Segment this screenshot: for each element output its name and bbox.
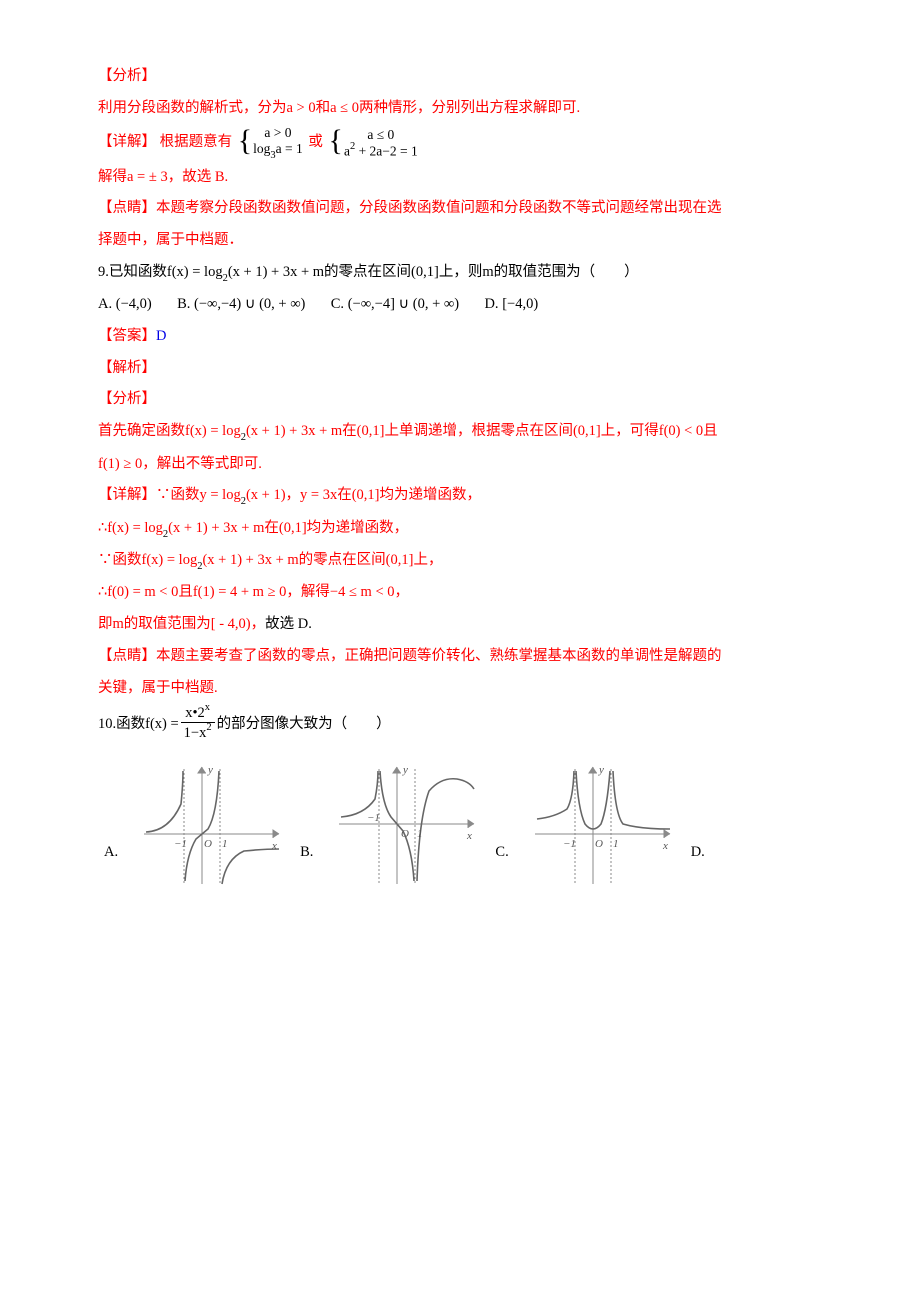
q9-d1a: ∵函数y = log bbox=[156, 487, 241, 503]
q9-optD: [−4,0) bbox=[502, 296, 538, 312]
q9-optD-label: D. bbox=[484, 296, 502, 312]
q8-solve-line: 解得a = ± 3，故选 B. bbox=[98, 163, 822, 193]
axis-pos1-label: 1 bbox=[613, 838, 619, 850]
q10-optD-label: D. bbox=[691, 838, 705, 868]
q8-case2-l2: a2 + 2a−2 = 1 bbox=[344, 142, 418, 159]
q9-a1b: (x + 1) + 3x + m在(0,1]上单调递增，根据零点在区间(0,1]… bbox=[246, 423, 718, 439]
q8-case1-l2: log3a = 1 bbox=[253, 141, 303, 161]
section-tag-detail-q8: 【详解】 bbox=[98, 134, 156, 150]
q10-stem-post: 的部分图像大致为（ ） bbox=[217, 710, 391, 740]
axis-origin-label: O bbox=[595, 838, 603, 850]
q10-thumb-C: −1 O 1 x y bbox=[525, 759, 675, 889]
q8-case1-l1: a > 0 bbox=[253, 125, 303, 141]
q8-detail-lead: 根据题意有 bbox=[160, 134, 233, 150]
axis-y-label: y bbox=[207, 764, 213, 776]
axis-y-label: y bbox=[402, 764, 408, 776]
section-tag-detail-q9: 【详解】 bbox=[98, 487, 156, 503]
q9-d5a: 即m的取值范围为[ - 4,0)， bbox=[98, 616, 265, 632]
q9-d1b: (x + 1)，y = 3x在(0,1]均为递增函数， bbox=[246, 487, 481, 503]
axis-x-label: x bbox=[466, 830, 472, 842]
q9-detail-3: ∵函数f(x) = log2(x + 1) + 3x + m的零点在区间(0,1… bbox=[98, 546, 822, 576]
axis-x-label: x bbox=[271, 840, 277, 852]
section-tag-insight-q9: 【点睛】 bbox=[98, 648, 156, 664]
axis-neg1-label: −1 bbox=[367, 812, 380, 824]
q8-analysis-text: 利用分段函数的解析式，分为a > 0和a ≤ 0两种情形，分别列出方程求解即可. bbox=[98, 94, 822, 124]
q9-optB-label: B. bbox=[177, 296, 194, 312]
q10-optC-label: C. bbox=[495, 838, 508, 868]
q9-d2b: (x + 1) + 3x + m在(0,1]均为递增函数， bbox=[168, 520, 408, 536]
axis-pos1-label: 1 bbox=[222, 838, 228, 850]
q10-optA-label: A. bbox=[104, 838, 118, 868]
axis-pos1-label: 1 bbox=[417, 828, 423, 840]
q9-d2a: ∴f(x) = log bbox=[98, 520, 163, 536]
axis-y-label: y bbox=[598, 764, 604, 776]
section-tag-parse-q9: 【解析】 bbox=[98, 354, 822, 384]
axis-origin-label: O bbox=[204, 838, 212, 850]
q8-case2-l1: a ≤ 0 bbox=[344, 127, 418, 143]
q9-stem-1: 已知函数f(x) = log bbox=[109, 264, 223, 280]
q9-d3b: (x + 1) + 3x + m的零点在区间(0,1]上， bbox=[202, 552, 442, 568]
brace-left-icon: { bbox=[329, 126, 343, 156]
q10-stem-pre: 函数f(x) = bbox=[116, 710, 179, 740]
q8-case1-group: { a > 0 log3a = 1 bbox=[238, 125, 303, 160]
section-tag-insight-q8: 【点睛】 bbox=[98, 200, 156, 216]
brace-left-icon: { bbox=[238, 126, 252, 156]
q9-optC: (−∞,−4] ∪ (0, + ∞) bbox=[348, 296, 459, 312]
q9-stem: 9.已知函数f(x) = log2(x + 1) + 3x + m的零点在区间(… bbox=[98, 258, 822, 288]
q9-detail-1: 【详解】∵函数y = log2(x + 1)，y = 3x在(0,1]均为递增函… bbox=[98, 481, 822, 511]
q8-insight-l2: 择题中，属于中档题． bbox=[98, 226, 822, 256]
q9-insight-1: 【点睛】本题主要考查了函数的零点，正确把问题等价转化、熟练掌握基本函数的单调性是… bbox=[98, 642, 822, 672]
q10-frac-den: 1−x2 bbox=[181, 723, 215, 742]
q9-detail-5: 即m的取值范围为[ - 4,0)，故选 D. bbox=[98, 610, 822, 640]
q8-detail-line: 【详解】 根据题意有 { a > 0 log3a = 1 或 { a ≤ 0 a… bbox=[98, 125, 822, 160]
page-content: 【分析】 利用分段函数的解析式，分为a > 0和a ≤ 0两种情形，分别列出方程… bbox=[0, 0, 920, 949]
q9-optB: (−∞,−4) ∪ (0, + ∞) bbox=[194, 296, 305, 312]
q9-insight-2: 关键，属于中档题. bbox=[98, 674, 822, 704]
q8-case2-group: { a ≤ 0 a2 + 2a−2 = 1 bbox=[329, 127, 418, 160]
section-tag-answer-q9: 【答案】 bbox=[98, 328, 156, 344]
q10-options-row: A. −1 O 1 bbox=[98, 759, 822, 889]
q9-answer-line: 【答案】D bbox=[98, 322, 822, 352]
q8-or: 或 bbox=[308, 134, 323, 150]
q9-detail-4: ∴f(0) = m < 0且f(1) = 4 + m ≥ 0，解得−4 ≤ m … bbox=[98, 578, 822, 608]
q10-stem: 10.函数f(x) = x•2x 1−x2 的部分图像大致为（ ） bbox=[98, 705, 822, 743]
q9-detail-2: ∴f(x) = log2(x + 1) + 3x + m在(0,1]均为递增函数… bbox=[98, 514, 822, 544]
q9-answer: D bbox=[156, 328, 166, 344]
q9-i1: 本题主要考查了函数的零点，正确把问题等价转化、熟练掌握基本函数的单调性是解题的 bbox=[156, 648, 722, 664]
section-tag-analysis-q9: 【分析】 bbox=[98, 385, 822, 415]
q9-optA: (−4,0) bbox=[116, 296, 152, 312]
q9-choices: A. (−4,0) B. (−∞,−4) ∪ (0, + ∞) C. (−∞,−… bbox=[98, 290, 822, 320]
q8-insight-text1: 本题考察分段函数函数值问题，分段函数函数值问题和分段函数不等式问题经常出现在选 bbox=[156, 200, 722, 216]
axis-origin-label: O bbox=[401, 828, 409, 840]
q8-analysis-span: 利用分段函数的解析式，分为a > 0和a ≤ 0两种情形，分别列出方程求解即可. bbox=[98, 100, 580, 116]
q10-frac-num: x•2x bbox=[181, 703, 215, 723]
axis-neg1-label: −1 bbox=[563, 838, 576, 850]
q10-optB-label: B. bbox=[300, 838, 313, 868]
q10-number: 10. bbox=[98, 710, 116, 740]
q10-thumb-A: −1 O 1 x y bbox=[134, 759, 284, 889]
q9-analysis-2: f(1) ≥ 0，解出不等式即可. bbox=[98, 450, 822, 480]
q9-d5b: 故选 D. bbox=[265, 616, 312, 632]
axis-x-label: x bbox=[662, 840, 668, 852]
q9-d3a: ∵函数f(x) = log bbox=[98, 552, 197, 568]
q9-optC-label: C. bbox=[331, 296, 348, 312]
q9-stem-2: (x + 1) + 3x + m的零点在区间(0,1]上，则m的取值范围为（ ） bbox=[228, 264, 639, 280]
q10-thumb-B: −1 O 1 x y bbox=[329, 759, 479, 889]
q8-insight-l1: 【点睛】本题考察分段函数函数值问题，分段函数函数值问题和分段函数不等式问题经常出… bbox=[98, 194, 822, 224]
axis-neg1-label: −1 bbox=[174, 838, 187, 850]
q9-number: 9. bbox=[98, 264, 109, 280]
section-tag-analysis-q8: 【分析】 bbox=[98, 62, 822, 92]
q9-a1a: 首先确定函数f(x) = log bbox=[98, 423, 241, 439]
q10-fraction: x•2x 1−x2 bbox=[181, 703, 215, 741]
q9-analysis-1: 首先确定函数f(x) = log2(x + 1) + 3x + m在(0,1]上… bbox=[98, 417, 822, 447]
q9-optA-label: A. bbox=[98, 296, 116, 312]
